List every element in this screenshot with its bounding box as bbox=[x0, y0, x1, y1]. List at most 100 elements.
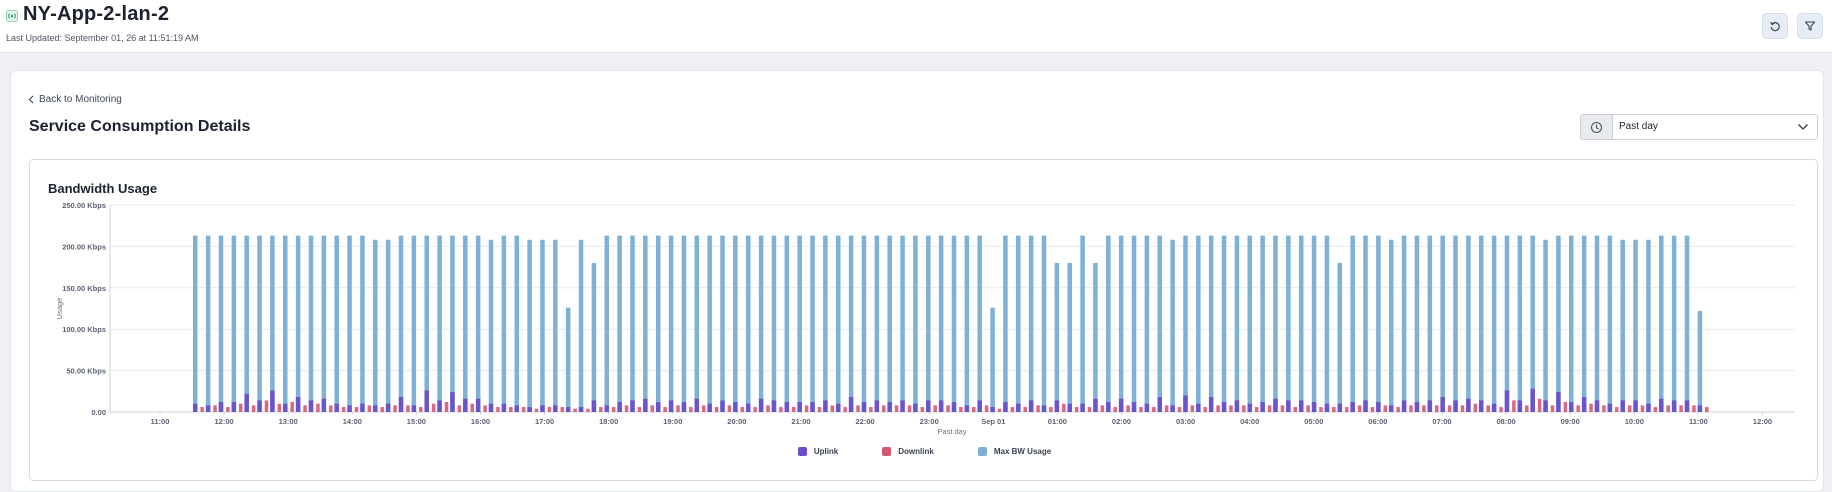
uplink-bar bbox=[475, 398, 481, 412]
downlink-bar bbox=[1460, 405, 1465, 412]
downlink-bar bbox=[586, 408, 590, 412]
chart-legend: Uplink Downlink Max BW Usage bbox=[30, 447, 1819, 456]
uplink-bar bbox=[990, 407, 995, 412]
uplink-bar bbox=[1170, 405, 1175, 412]
legend-label-uplink: Uplink bbox=[813, 447, 839, 456]
max-bw-bar bbox=[1273, 235, 1278, 412]
max-bw-bar bbox=[257, 235, 262, 412]
max-bw-bar bbox=[1414, 235, 1420, 412]
max-bw-bar bbox=[1491, 235, 1497, 412]
uplink-bar bbox=[1388, 405, 1394, 412]
downlink-bar bbox=[882, 405, 886, 412]
max-bw-bar bbox=[964, 235, 970, 412]
max-bw-bar bbox=[360, 235, 365, 412]
uplink-bar bbox=[745, 403, 751, 412]
uplink-bar bbox=[463, 398, 468, 412]
max-bw-bar bbox=[514, 235, 519, 412]
uplink-bar bbox=[784, 402, 790, 412]
downlink-bar bbox=[1640, 405, 1645, 412]
max-bw-bar bbox=[1684, 235, 1690, 412]
downlink-bar bbox=[1319, 407, 1323, 412]
max-bw-bar bbox=[1221, 235, 1227, 412]
downlink-bar bbox=[316, 403, 320, 412]
max-bw-bar bbox=[1659, 235, 1664, 412]
y-tick-label: 0.00 bbox=[91, 408, 106, 417]
max-bw-bar bbox=[1401, 235, 1407, 412]
max-bw-bar bbox=[1594, 235, 1600, 412]
downlink-bar bbox=[239, 403, 243, 412]
uplink-bar bbox=[720, 400, 725, 412]
legend-swatch-downlink bbox=[882, 447, 892, 456]
max-bw-bar bbox=[913, 235, 918, 412]
chevron-left-icon bbox=[28, 95, 34, 104]
downlink-bar bbox=[560, 407, 565, 412]
downlink-bar bbox=[431, 403, 436, 412]
downlink-bar bbox=[1152, 407, 1156, 412]
refresh-button[interactable] bbox=[1762, 13, 1788, 39]
max-bw-bar bbox=[1607, 235, 1613, 412]
max-bw-bar bbox=[1106, 235, 1111, 412]
uplink-bar bbox=[1594, 400, 1600, 412]
uplink-bar bbox=[681, 402, 687, 412]
uplink-bar bbox=[398, 397, 404, 412]
max-bw-bar bbox=[205, 235, 211, 412]
downlink-bar bbox=[637, 407, 642, 412]
uplink-bar bbox=[501, 403, 507, 412]
x-tick-label: 14:00 bbox=[343, 417, 362, 426]
uplink-bar bbox=[1556, 392, 1561, 412]
legend-item-max-bw[interactable]: Max BW Usage bbox=[977, 447, 1051, 456]
max-bw-bar bbox=[1440, 235, 1445, 412]
time-range-select[interactable]: Past day bbox=[1580, 114, 1818, 140]
max-bw-bar bbox=[1260, 235, 1265, 412]
downlink-bar bbox=[303, 405, 307, 412]
downlink-bar bbox=[727, 405, 732, 412]
x-tick-label: 13:00 bbox=[279, 417, 298, 426]
x-tick-label: Sep 01 bbox=[981, 417, 1005, 426]
filter-button[interactable] bbox=[1797, 13, 1823, 39]
x-tick-label: 06:00 bbox=[1368, 417, 1387, 426]
max-bw-bar bbox=[1543, 239, 1548, 412]
max-bw-bar bbox=[591, 262, 597, 412]
max-bw-bar bbox=[694, 235, 700, 412]
max-bw-bar bbox=[231, 235, 237, 412]
downlink-bar bbox=[1666, 405, 1670, 412]
uplink-bar bbox=[1247, 403, 1253, 412]
uplink-bar bbox=[913, 403, 918, 412]
uplink-bar bbox=[900, 400, 905, 412]
max-bw-bar bbox=[745, 235, 751, 412]
downlink-bar bbox=[856, 405, 860, 412]
max-bw-bar bbox=[270, 235, 275, 412]
x-tick-label: 21:00 bbox=[791, 417, 810, 426]
max-bw-bar bbox=[283, 235, 288, 412]
back-to-monitoring-link[interactable]: Back to Monitoring bbox=[28, 94, 122, 105]
max-bw-bar bbox=[1466, 235, 1471, 412]
uplink-bar bbox=[578, 407, 584, 412]
downlink-bar bbox=[817, 407, 822, 412]
max-bw-bar bbox=[1376, 235, 1381, 412]
uplink-bar bbox=[385, 403, 391, 412]
x-tick-label: 09:00 bbox=[1561, 417, 1580, 426]
downlink-bar bbox=[457, 405, 462, 412]
uplink-bar bbox=[270, 390, 275, 412]
uplink-bar bbox=[1003, 402, 1008, 412]
max-bw-bar bbox=[565, 307, 571, 412]
downlink-bar bbox=[779, 407, 783, 412]
uplink-bar bbox=[1530, 388, 1535, 412]
x-tick-label: 17:00 bbox=[535, 417, 554, 426]
max-bw-bar bbox=[553, 239, 558, 412]
legend-item-uplink[interactable]: Uplink bbox=[797, 447, 839, 456]
max-bw-bar bbox=[771, 235, 777, 412]
max-bw-bar bbox=[463, 235, 468, 412]
max-bw-bar bbox=[720, 235, 725, 412]
legend-item-downlink[interactable]: Downlink bbox=[882, 447, 934, 456]
max-bw-bar bbox=[308, 235, 314, 412]
downlink-bar bbox=[1589, 403, 1593, 412]
uplink-bar bbox=[604, 405, 610, 412]
max-bw-bar bbox=[244, 235, 249, 412]
uplink-bar bbox=[1659, 398, 1664, 412]
uplink-bar bbox=[758, 398, 764, 412]
downlink-bar bbox=[406, 405, 410, 412]
max-bw-bar bbox=[1581, 235, 1587, 412]
max-bw-bar bbox=[488, 239, 494, 412]
max-bw-bar bbox=[450, 235, 455, 412]
